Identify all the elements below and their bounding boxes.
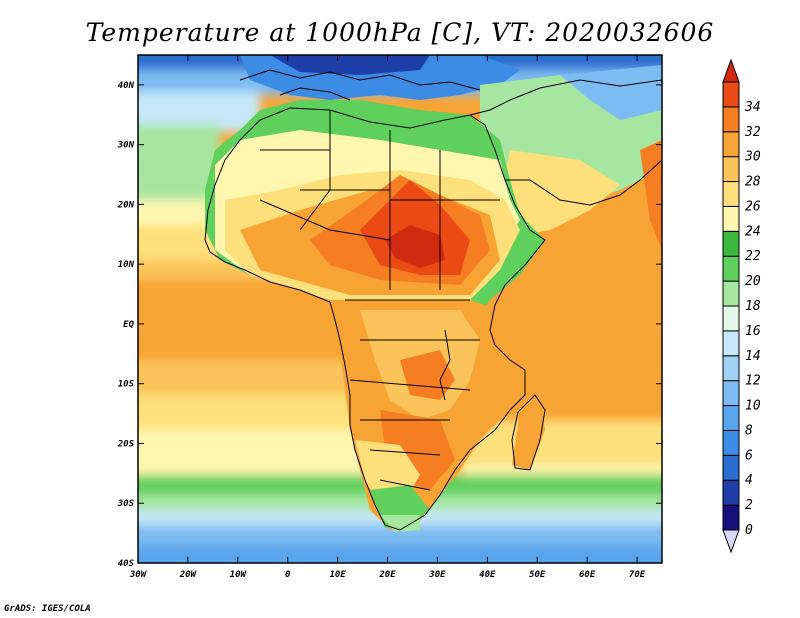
lat-tick-label: 10N: [118, 260, 135, 270]
colorbar-swatch: [722, 305, 740, 332]
colorbar-under-arrow: [722, 529, 740, 554]
lon-tick-label: 30E: [428, 570, 446, 580]
colorbar-swatch: [722, 255, 740, 282]
lon-tick-label: 20W: [179, 570, 198, 580]
colorbar-swatch: [722, 106, 740, 133]
lon-tick-label: 30W: [129, 570, 148, 580]
colorbar-swatch: [722, 454, 740, 481]
lon-tick-label: 0: [285, 570, 291, 580]
credit-label: GrADS: IGES/COLA: [4, 604, 91, 614]
colorbar-swatch: [722, 205, 740, 232]
lon-tick-label: 50E: [529, 570, 546, 580]
lat-tick-label: 10S: [118, 380, 135, 390]
colorbar-label: 16: [745, 324, 761, 339]
colorbar-label: 26: [745, 199, 761, 214]
lat-tick-label: 30N: [117, 141, 135, 151]
colorbar-label: 12: [745, 374, 761, 389]
lat-tick-label: 40S: [118, 559, 135, 569]
colorbar-label: 4: [745, 473, 753, 488]
colorbar-label: 24: [745, 224, 761, 239]
colorbar-label: 32: [744, 125, 761, 140]
colorbar-label: 30: [744, 150, 761, 165]
lat-tick-label: 30S: [117, 499, 135, 509]
colorbar-swatch: [722, 429, 740, 456]
colorbar-label: 6: [745, 448, 753, 463]
colorbar-label: 2: [745, 498, 753, 513]
lon-tick-label: 40E: [479, 570, 496, 580]
colorbar-swatch: [722, 131, 740, 158]
colorbar-swatch: [722, 230, 740, 257]
lon-tick-label: 10W: [230, 570, 248, 580]
colorbar-label: 28: [745, 175, 761, 190]
colorbar-swatch: [722, 405, 740, 431]
lon-tick-label: 10E: [329, 570, 346, 580]
latitude-axis: 40N 30N 20N 10N EQ 10S 20S 30S 40S: [117, 81, 662, 569]
colorbar-label: 0: [745, 523, 753, 538]
lon-tick-label: 70E: [629, 570, 646, 580]
colorbar-swatch: [722, 330, 740, 357]
lon-tick-label: 60E: [579, 570, 596, 580]
colorbar-swatch: [722, 181, 740, 207]
temperature-field: [138, 55, 662, 563]
colorbar-label: 22: [745, 249, 761, 264]
colorbar-label: 14: [745, 349, 761, 364]
colorbar-label: 10: [745, 399, 761, 414]
colorbar-swatch: [722, 280, 740, 307]
colorbar-swatch: [722, 156, 740, 183]
colorbar-label: 34: [744, 100, 761, 115]
map-frame: [137, 54, 663, 564]
lon-tick-label: 20E: [378, 570, 396, 580]
colorbar-over-arrow: [722, 58, 740, 83]
colorbar-label: 8: [745, 423, 753, 438]
colorbar-swatch: [722, 479, 740, 506]
colorbar-swatch: [722, 504, 740, 531]
colorbar-label: 18: [745, 299, 761, 314]
coastlines: [204, 69, 662, 531]
longitude-axis: 30W 20W 10W 0 10E 20E 30E 40E 50E 60E 70E: [129, 55, 646, 580]
lat-tick-label: EQ: [123, 320, 134, 330]
lat-tick-label: 40N: [118, 81, 135, 91]
colorbar-swatch: [722, 380, 740, 407]
lat-tick-label: 20S: [117, 439, 135, 449]
colorbar-swatch: [722, 81, 740, 108]
colorbar-label: 20: [745, 274, 761, 289]
map-title: Temperature at 1000hPa [C], VT: 20200326…: [85, 18, 715, 47]
lat-tick-label: 20N: [117, 200, 135, 210]
colorbar-swatch: [722, 355, 740, 382]
